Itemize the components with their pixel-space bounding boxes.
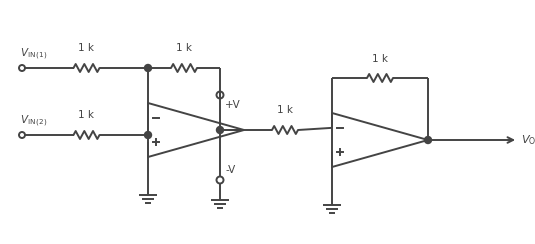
Text: 1 k: 1 k xyxy=(79,110,95,120)
Text: $V_{\mathregular{OUT}}$: $V_{\mathregular{OUT}}$ xyxy=(521,133,535,147)
Text: 1 k: 1 k xyxy=(176,43,192,53)
Text: -V: -V xyxy=(225,165,235,175)
Text: 1 k: 1 k xyxy=(372,54,388,64)
Circle shape xyxy=(144,132,151,139)
Circle shape xyxy=(144,64,151,71)
Text: $V_{\mathregular{IN\,(1)}}$: $V_{\mathregular{IN\,(1)}}$ xyxy=(20,46,48,62)
Text: 1 k: 1 k xyxy=(79,43,95,53)
Circle shape xyxy=(424,136,432,143)
Text: 1 k: 1 k xyxy=(277,105,293,115)
Circle shape xyxy=(217,126,224,133)
Text: +V: +V xyxy=(225,100,241,110)
Text: $V_{\mathregular{IN\,(2)}}$: $V_{\mathregular{IN\,(2)}}$ xyxy=(20,113,48,129)
